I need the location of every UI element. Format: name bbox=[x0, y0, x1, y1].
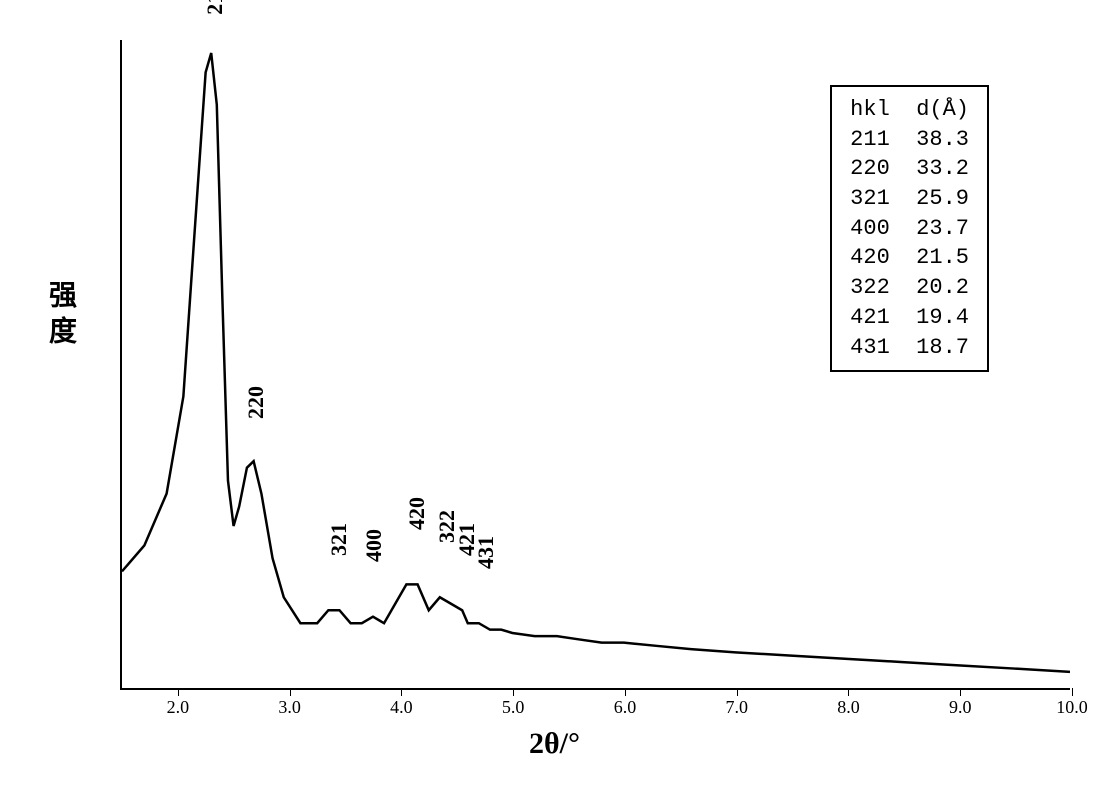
legend-row-321: 321 25.9 bbox=[850, 184, 969, 214]
legend-row-431: 431 18.7 bbox=[850, 333, 969, 363]
legend-row-420: 420 21.5 bbox=[850, 243, 969, 273]
chart-container: 强度 2θ/° 2.0 3.0 4.0 5.0 6.0 7.0 8.0 9.0 10.0 211… bbox=[20, 20, 1089, 771]
x-tick-mark bbox=[1072, 688, 1073, 696]
x-tick-mark bbox=[625, 688, 626, 696]
legend-header-d: d(Å) bbox=[916, 97, 969, 122]
x-axis-label: 2θ/° bbox=[529, 727, 580, 761]
x-tick-mark bbox=[960, 688, 961, 696]
legend-rows: 211 38.3220 33.2321 25.9400 23.7420 21.5… bbox=[850, 125, 969, 363]
x-tick-mark bbox=[737, 688, 738, 696]
legend-row-400: 400 23.7 bbox=[850, 214, 969, 244]
x-tick-label: 2.0 bbox=[167, 697, 190, 718]
x-tick-mark bbox=[290, 688, 291, 696]
legend-box: hkl d(Å) 211 38.3220 33.2321 25.9400 23.… bbox=[830, 85, 989, 372]
legend-row-421: 421 19.4 bbox=[850, 303, 969, 333]
x-tick-label: 10.0 bbox=[1056, 697, 1088, 718]
x-tick-label: 7.0 bbox=[725, 697, 748, 718]
peak-label-400: 400 bbox=[361, 529, 387, 562]
x-tick-label: 9.0 bbox=[949, 697, 972, 718]
x-tick-label: 6.0 bbox=[614, 697, 637, 718]
x-tick-mark bbox=[513, 688, 514, 696]
x-tick-mark bbox=[401, 688, 402, 696]
peak-label-431: 431 bbox=[473, 536, 499, 569]
x-tick-label: 5.0 bbox=[502, 697, 525, 718]
y-axis-label: 强度 bbox=[40, 280, 80, 352]
legend-row-211: 211 38.3 bbox=[850, 125, 969, 155]
legend-header-hkl: hkl bbox=[850, 97, 890, 122]
legend-header: hkl d(Å) bbox=[850, 95, 969, 125]
legend-row-220: 220 33.2 bbox=[850, 154, 969, 184]
x-tick-mark bbox=[178, 688, 179, 696]
legend-row-322: 322 20.2 bbox=[850, 273, 969, 303]
x-tick-mark bbox=[848, 688, 849, 696]
x-tick-label: 8.0 bbox=[837, 697, 860, 718]
peak-label-321: 321 bbox=[326, 523, 352, 556]
peak-label-420: 420 bbox=[404, 497, 430, 530]
x-tick-label: 3.0 bbox=[278, 697, 301, 718]
peak-label-211: 211 bbox=[202, 0, 228, 15]
x-tick-label: 4.0 bbox=[390, 697, 413, 718]
peak-label-220: 220 bbox=[243, 386, 269, 419]
